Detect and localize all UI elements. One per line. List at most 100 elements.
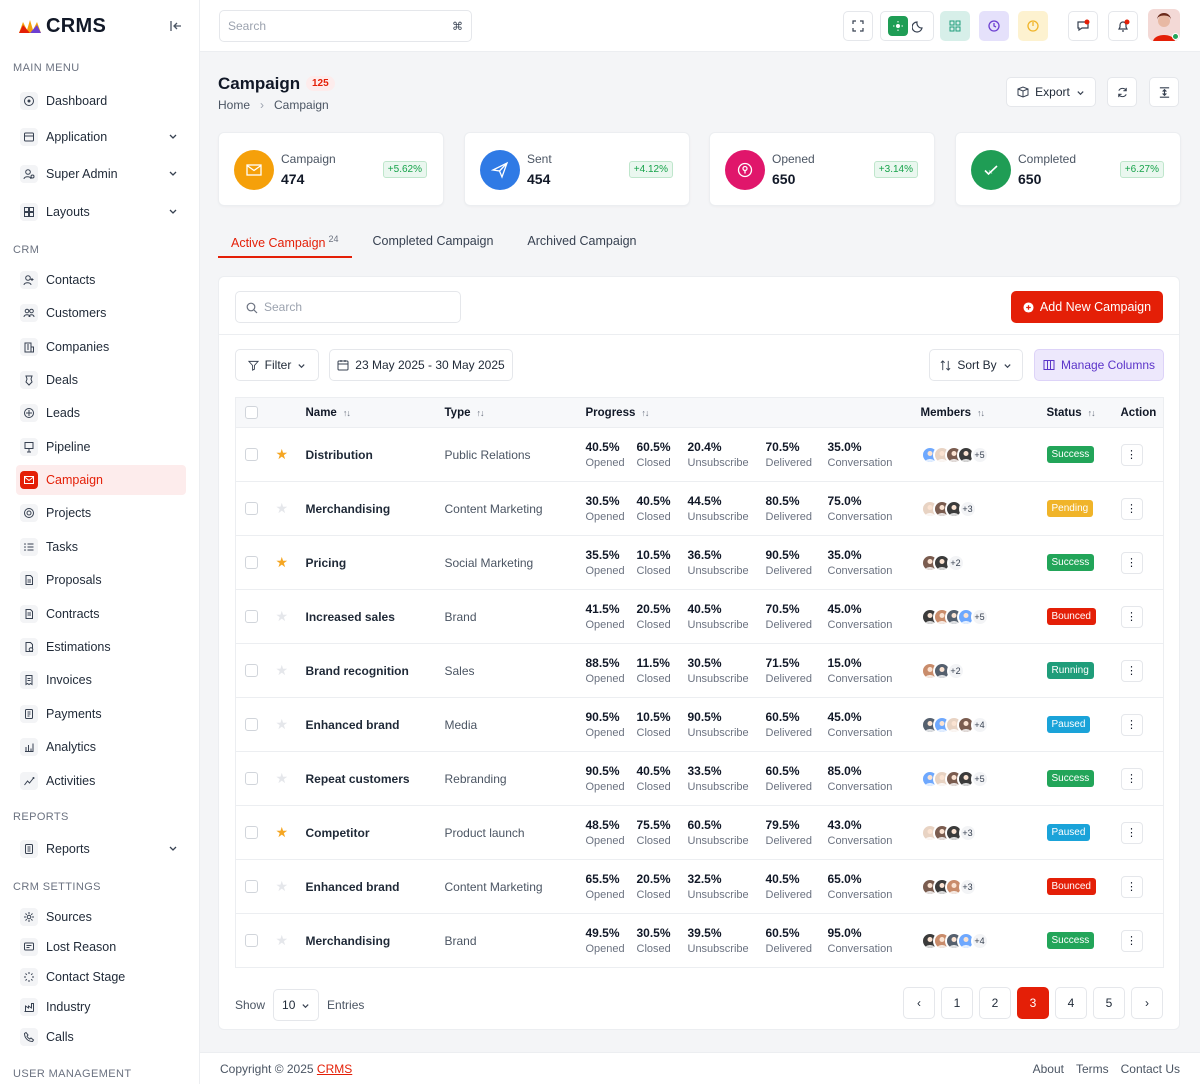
campaign-name[interactable]: Merchandising [299,481,439,536]
sidebar-item-lost-reason[interactable]: Lost Reason [16,932,186,962]
sidebar-item-payments[interactable]: Payments [16,699,186,729]
members-more-count[interactable]: +5 [970,607,989,626]
star-icon[interactable]: ★ [275,662,289,678]
star-icon[interactable]: ★ [275,500,289,516]
notifications-button[interactable] [1068,11,1098,41]
refresh-button[interactable] [1107,77,1137,107]
select-all-checkbox[interactable] [245,406,258,419]
table-row[interactable]: ★ Repeat customers Rebranding 90.5% Opened 40… [235,751,1164,806]
members-more-count[interactable]: +2 [946,661,965,680]
table-row[interactable]: ★ Enhanced brand Media 90.5% Opened 10.5% Clos… [235,697,1164,752]
sidebar-item-tasks[interactable]: Tasks [16,532,186,562]
timer-button[interactable] [1018,11,1048,41]
sidebar-item-estimations[interactable]: Estimations [16,632,186,662]
type-header[interactable]: Type ↑↓ [439,398,580,428]
campaign-name[interactable]: Competitor [299,805,439,860]
members-more-count[interactable]: +4 [970,931,989,950]
sidebar-item-sources[interactable]: Sources [16,902,186,932]
more-actions-icon[interactable]: ⋮ [1120,497,1143,520]
date-range-picker[interactable]: 23 May 2025 - 30 May 2025 [329,349,513,381]
page-button-4[interactable]: 4 [1055,987,1087,1019]
sidebar-item-contact-stage[interactable]: Contact Stage [16,962,186,992]
sort-icon[interactable]: ↑↓ [1087,407,1096,418]
logo[interactable]: CRMS [0,0,199,52]
sort-icon[interactable]: ↑↓ [476,407,485,418]
sidebar-item-customers[interactable]: Customers [16,298,186,328]
members-header[interactable]: Members ↑↓ [915,398,1041,428]
sun-icon[interactable] [888,16,908,36]
page-button-3[interactable]: 3 [1017,987,1049,1019]
sidebar-item-calls[interactable]: Calls [16,1022,186,1052]
breadcrumb-home[interactable]: Home [218,98,251,112]
star-icon[interactable]: ★ [275,770,289,786]
user-avatar[interactable] [1148,9,1180,41]
sidebar-item-activities[interactable]: Activities [16,766,186,796]
collapse-sidebar-icon[interactable] [168,18,184,34]
member-avatars[interactable]: +4 [920,931,1035,950]
member-avatars[interactable]: +2 [920,661,1035,680]
row-checkbox[interactable] [245,664,258,677]
apps-button[interactable] [940,11,970,41]
add-new-campaign-button[interactable]: Add New Campaign [1011,291,1163,323]
row-checkbox[interactable] [245,502,258,515]
page-size-select[interactable]: 10 [273,989,320,1021]
tab-archived-campaign[interactable]: Archived Campaign [514,230,649,258]
members-more-count[interactable]: +2 [946,553,965,572]
more-actions-icon[interactable]: ⋮ [1120,443,1143,466]
sidebar-item-super-admin[interactable]: Super Admin [16,159,186,189]
footer-link-terms[interactable]: Terms [1075,1062,1109,1076]
campaign-name[interactable]: Enhanced brand [299,697,439,752]
sidebar-item-projects[interactable]: Projects [16,498,186,528]
fullscreen-button[interactable] [843,11,873,41]
more-actions-icon[interactable]: ⋮ [1120,821,1143,844]
campaign-name[interactable]: Brand recognition [299,643,439,698]
members-more-count[interactable]: +3 [958,499,977,518]
more-actions-icon[interactable]: ⋮ [1120,551,1143,574]
table-row[interactable]: ★ Merchandising Content Marketing 30.5% Open… [235,481,1164,536]
table-search-input[interactable]: Search [235,291,461,323]
member-avatars[interactable]: +5 [920,769,1035,788]
table-row[interactable]: ★ Enhanced brand Content Marketing 65.5% Ope… [235,859,1164,914]
row-checkbox[interactable] [245,610,258,623]
row-checkbox[interactable] [245,772,258,785]
table-row[interactable]: ★ Merchandising Brand 49.5% Opened 30.5% Close… [235,913,1164,968]
row-checkbox[interactable] [245,880,258,893]
table-row[interactable]: ★ Pricing Social Marketing 35.5% Opened 10.5%… [235,535,1164,590]
more-actions-icon[interactable]: ⋮ [1120,605,1143,628]
star-icon[interactable]: ★ [275,608,289,624]
sidebar-item-leads[interactable]: Leads [16,398,186,428]
sidebar-item-invoices[interactable]: Invoices [16,665,186,695]
sort-icon[interactable]: ↑↓ [342,407,351,418]
row-checkbox[interactable] [245,448,258,461]
star-icon[interactable]: ★ [275,554,289,570]
more-actions-icon[interactable]: ⋮ [1120,767,1143,790]
table-row[interactable]: ★ Distribution Public Relations 40.5% Opened… [235,427,1164,482]
tab-completed-campaign[interactable]: Completed Campaign [360,230,507,258]
more-actions-icon[interactable]: ⋮ [1120,875,1143,898]
star-icon[interactable]: ★ [275,932,289,948]
more-actions-icon[interactable]: ⋮ [1120,659,1143,682]
row-checkbox[interactable] [245,718,258,731]
members-more-count[interactable]: +5 [970,769,989,788]
sidebar-item-analytics[interactable]: Analytics [16,732,186,762]
filter-button[interactable]: Filter [235,349,319,381]
star-icon[interactable]: ★ [275,824,289,840]
members-more-count[interactable]: +3 [958,823,977,842]
member-avatars[interactable]: +3 [920,877,1035,896]
table-row[interactable]: ★ Brand recognition Sales 88.5% Opened 11.5% C… [235,643,1164,698]
members-more-count[interactable]: +4 [970,715,989,734]
sidebar-item-campaign[interactable]: Campaign [16,465,186,495]
moon-icon[interactable] [912,19,926,33]
sidebar-item-companies[interactable]: Companies [16,332,186,362]
footer-brand-link[interactable]: CRMS [316,1062,353,1076]
page-button-1[interactable]: 1 [941,987,973,1019]
theme-toggle[interactable] [880,11,934,41]
row-checkbox[interactable] [245,556,258,569]
export-button[interactable]: Export [1006,77,1096,107]
campaign-name[interactable]: Increased sales [299,589,439,644]
members-more-count[interactable]: +5 [970,445,989,464]
member-avatars[interactable]: +4 [920,715,1035,734]
campaign-name[interactable]: Pricing [299,535,439,590]
member-avatars[interactable]: +2 [920,553,1035,572]
sidebar-item-industry[interactable]: Industry [16,992,186,1022]
